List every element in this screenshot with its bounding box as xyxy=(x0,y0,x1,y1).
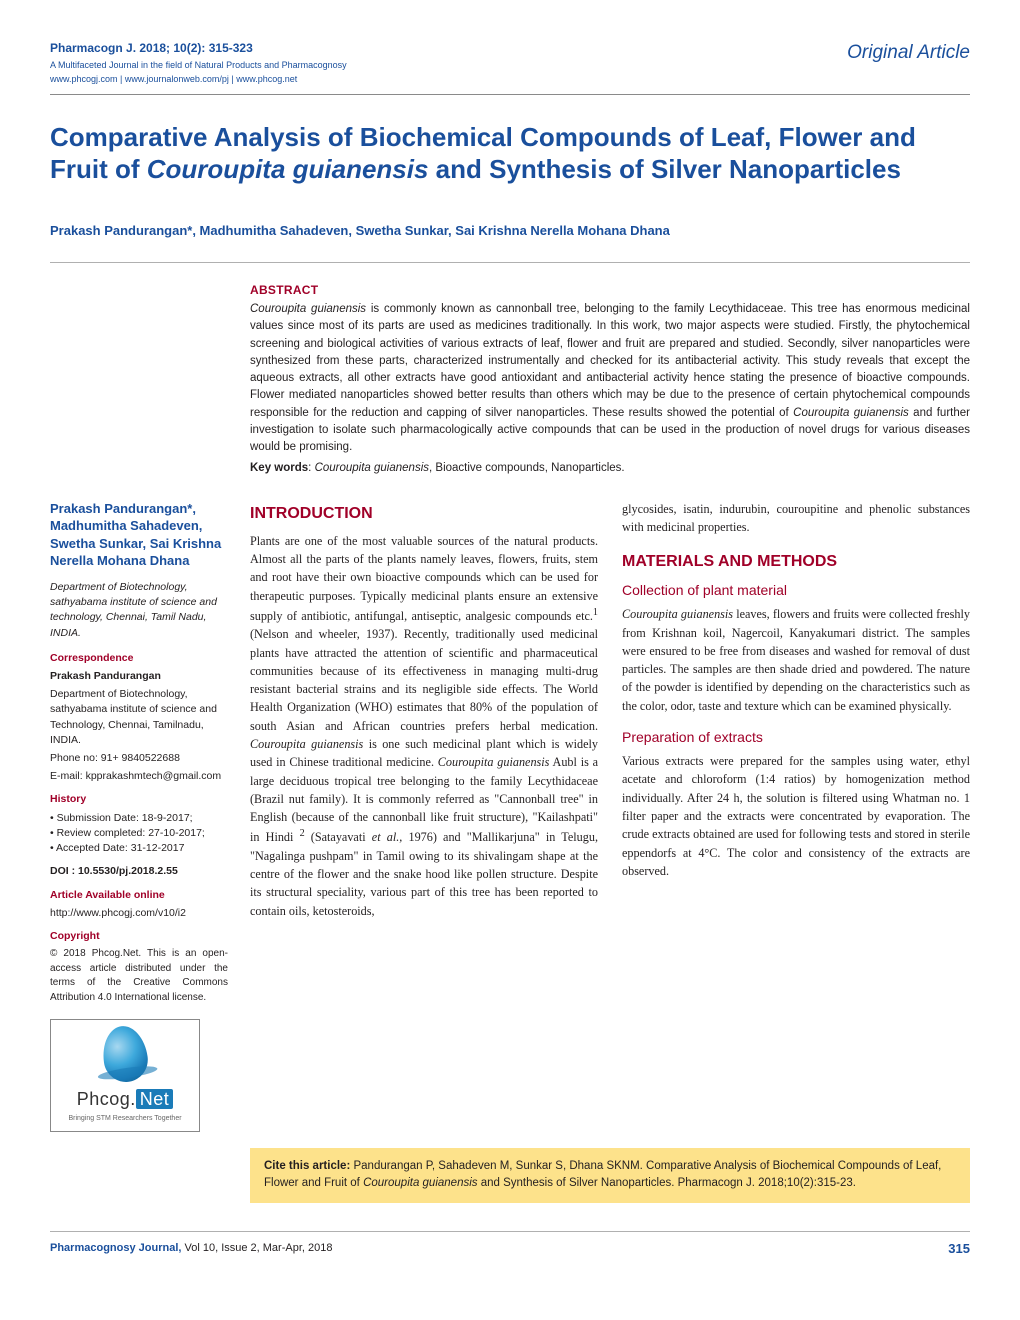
keywords-label: Key words xyxy=(250,462,308,474)
body-columns: INTRODUCTION Plants are one of the most … xyxy=(250,500,970,1132)
abstract-block: ABSTRACT Couroupita guianensis is common… xyxy=(250,281,970,478)
phcog-logo: Phcog.Net Bringing STM Researchers Toget… xyxy=(50,1019,200,1132)
intro-text-e: (Satayavati xyxy=(305,831,372,845)
materials-methods-heading: MATERIALS AND METHODS xyxy=(622,550,970,574)
cite-label: Cite this article: xyxy=(264,1160,350,1172)
collection-heading: Collection of plant material xyxy=(622,580,970,601)
logo-tagline: Bringing STM Researchers Together xyxy=(57,1115,193,1123)
collection-species: Couroupita guianensis xyxy=(622,607,733,621)
doi-label: DOI : xyxy=(50,865,78,877)
abstract-heading: ABSTRACT xyxy=(250,281,970,299)
available-online-heading: Article Available online xyxy=(50,888,228,903)
correspondence-name: Prakash Pandurangan xyxy=(50,669,228,684)
cite-this-article-box: Cite this article: Pandurangan P, Sahade… xyxy=(250,1148,970,1203)
keywords-species: Couroupita guianensis xyxy=(315,462,429,474)
copyright-heading: Copyright xyxy=(50,929,228,944)
intro-species1: Couroupita guianensis xyxy=(250,737,363,751)
article-title: Comparative Analysis of Biochemical Comp… xyxy=(50,121,970,186)
intro-paragraph: Plants are one of the most valuable sour… xyxy=(250,532,598,920)
footer-issue: Vol 10, Issue 2, Mar-Apr, 2018 xyxy=(181,1242,332,1254)
intro-text-a: Plants are one of the most valuable sour… xyxy=(250,534,598,623)
page-number: 315 xyxy=(948,1240,970,1258)
copyright-text: © 2018 Phcog.Net. This is an open-access… xyxy=(50,947,228,1005)
preparation-heading: Preparation of extracts xyxy=(622,727,970,748)
column-1: INTRODUCTION Plants are one of the most … xyxy=(250,500,598,1132)
keywords-rest: , Bioactive compounds, Nanoparticles. xyxy=(429,462,625,474)
history-heading: History xyxy=(50,792,228,807)
correspondence-heading: Correspondence xyxy=(50,651,228,666)
cite-species: Couroupita guianensis xyxy=(363,1177,477,1189)
journal-citation: Pharmacogn J. 2018; 10(2): 315-323 xyxy=(50,40,347,57)
preparation-paragraph: Various extracts were prepared for the s… xyxy=(622,752,970,880)
article-url: http://www.phcogj.com/v10/i2 xyxy=(50,906,228,921)
logo-text-net: Net xyxy=(136,1089,174,1109)
doi-value: 10.5530/pj.2018.2.55 xyxy=(78,865,178,877)
footer-bar: Pharmacognosy Journal, Vol 10, Issue 2, … xyxy=(50,1231,970,1258)
abstract-species2: Couroupita guianensis xyxy=(793,407,909,419)
introduction-heading: INTRODUCTION xyxy=(250,502,598,526)
content-row: Prakash Pandurangan*, Madhumitha Sahadev… xyxy=(50,500,970,1132)
title-part2: and Synthesis of Silver Nanoparticles xyxy=(428,154,900,184)
footer-journal-name: Pharmacognosy Journal, xyxy=(50,1242,181,1254)
abstract-species1: Couroupita guianensis xyxy=(250,303,366,315)
journal-subtitle: A Multifaceted Journal in the field of N… xyxy=(50,59,347,72)
logo-text: Phcog.Net xyxy=(57,1086,193,1112)
intro-text-b: (Nelson and wheeler, 1937). Recently, tr… xyxy=(250,627,598,732)
header-bar: Pharmacogn J. 2018; 10(2): 315-323 A Mul… xyxy=(50,40,970,95)
collection-text: leaves, flowers and fruits were collecte… xyxy=(622,607,970,712)
divider-top xyxy=(50,262,970,263)
header-left: Pharmacogn J. 2018; 10(2): 315-323 A Mul… xyxy=(50,40,347,86)
title-species: Couroupita guianensis xyxy=(147,154,429,184)
intro-etal: et al., xyxy=(372,831,403,845)
water-drop-icon xyxy=(99,1023,150,1085)
journal-links: www.phcogj.com | www.journalonweb.com/pj… xyxy=(50,73,347,86)
abstract-body: Couroupita guianensis is commonly known … xyxy=(250,301,970,456)
col2-continuation: glycosides, isatin, indurubin, couroupit… xyxy=(622,500,970,537)
correspondence-email: E-mail: kpprakashmtech@gmail.com xyxy=(50,769,228,784)
article-type: Original Article xyxy=(847,40,970,67)
logo-text-1: Phcog. xyxy=(77,1089,136,1109)
footer-journal: Pharmacognosy Journal, Vol 10, Issue 2, … xyxy=(50,1241,332,1256)
column-2: glycosides, isatin, indurubin, couroupit… xyxy=(622,500,970,1132)
doi-line: DOI : 10.5530/pj.2018.2.55 xyxy=(50,864,228,879)
correspondence-phone: Phone no: 91+ 9840522688 xyxy=(50,751,228,766)
history-item: Review completed: 27-10-2017; xyxy=(50,826,228,841)
abstract-text1: is commonly known as cannonball tree, be… xyxy=(250,303,970,419)
sidebar-authors: Prakash Pandurangan*, Madhumitha Sahadev… xyxy=(50,500,228,570)
correspondence-address: Department of Biotechnology, sathyabama … xyxy=(50,687,228,748)
authors-line: Prakash Pandurangan*, Madhumitha Sahadev… xyxy=(50,222,970,240)
history-item: Submission Date: 18-9-2017; xyxy=(50,811,228,826)
cite-text-b: and Synthesis of Silver Nanoparticles. P… xyxy=(478,1177,856,1189)
history-list: Submission Date: 18-9-2017; Review compl… xyxy=(50,811,228,857)
intro-species2: Couroupita guianensis xyxy=(438,755,550,769)
sidebar: Prakash Pandurangan*, Madhumitha Sahadev… xyxy=(50,500,228,1132)
keywords-line: Key words: Couroupita guianensis, Bioact… xyxy=(250,460,970,477)
sidebar-affiliation: Department of Biotechnology, sathyabama … xyxy=(50,580,228,641)
intro-text-f: 1976) and "Mallikarjuna" in Telugu, "Nag… xyxy=(250,831,598,918)
collection-paragraph: Couroupita guianensis leaves, flowers an… xyxy=(622,605,970,715)
history-item: Accepted Date: 31-12-2017 xyxy=(50,841,228,856)
intro-sup1: 1 xyxy=(593,607,598,618)
